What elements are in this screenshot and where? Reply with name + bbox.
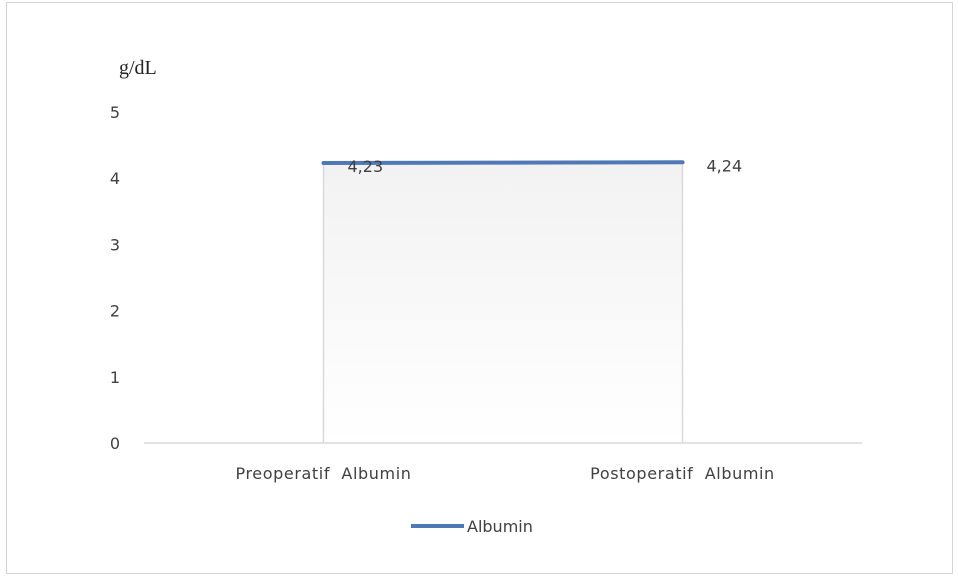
legend-label-albumin: Albumin	[467, 517, 533, 536]
category-labels: Preoperatif Albumin Postoperatif Albumin	[236, 464, 775, 483]
data-label: 4,23	[348, 157, 384, 176]
y-tick-label: 1	[110, 368, 120, 387]
series-line-albumin	[321, 160, 685, 165]
category-label: Postoperatif Albumin	[590, 464, 775, 483]
data-label: 4,24	[707, 156, 743, 175]
data-labels: 4,23 4,24	[348, 156, 743, 176]
legend: Albumin	[411, 517, 533, 536]
category-label: Preoperatif Albumin	[236, 464, 412, 483]
y-tick-label: 4	[110, 169, 120, 188]
drop-lines	[322, 162, 684, 443]
y-tick-label: 0	[110, 434, 120, 453]
y-tick-label: 5	[110, 103, 120, 122]
y-tick-label: 2	[110, 302, 120, 321]
series-albumin	[321, 160, 685, 165]
y-axis-unit-label: g/dL	[119, 57, 157, 79]
y-tick-label: 3	[110, 235, 120, 254]
y-tick-labels: 0 1 2 3 4 5	[110, 103, 120, 453]
plot-area-fill	[323, 162, 683, 443]
